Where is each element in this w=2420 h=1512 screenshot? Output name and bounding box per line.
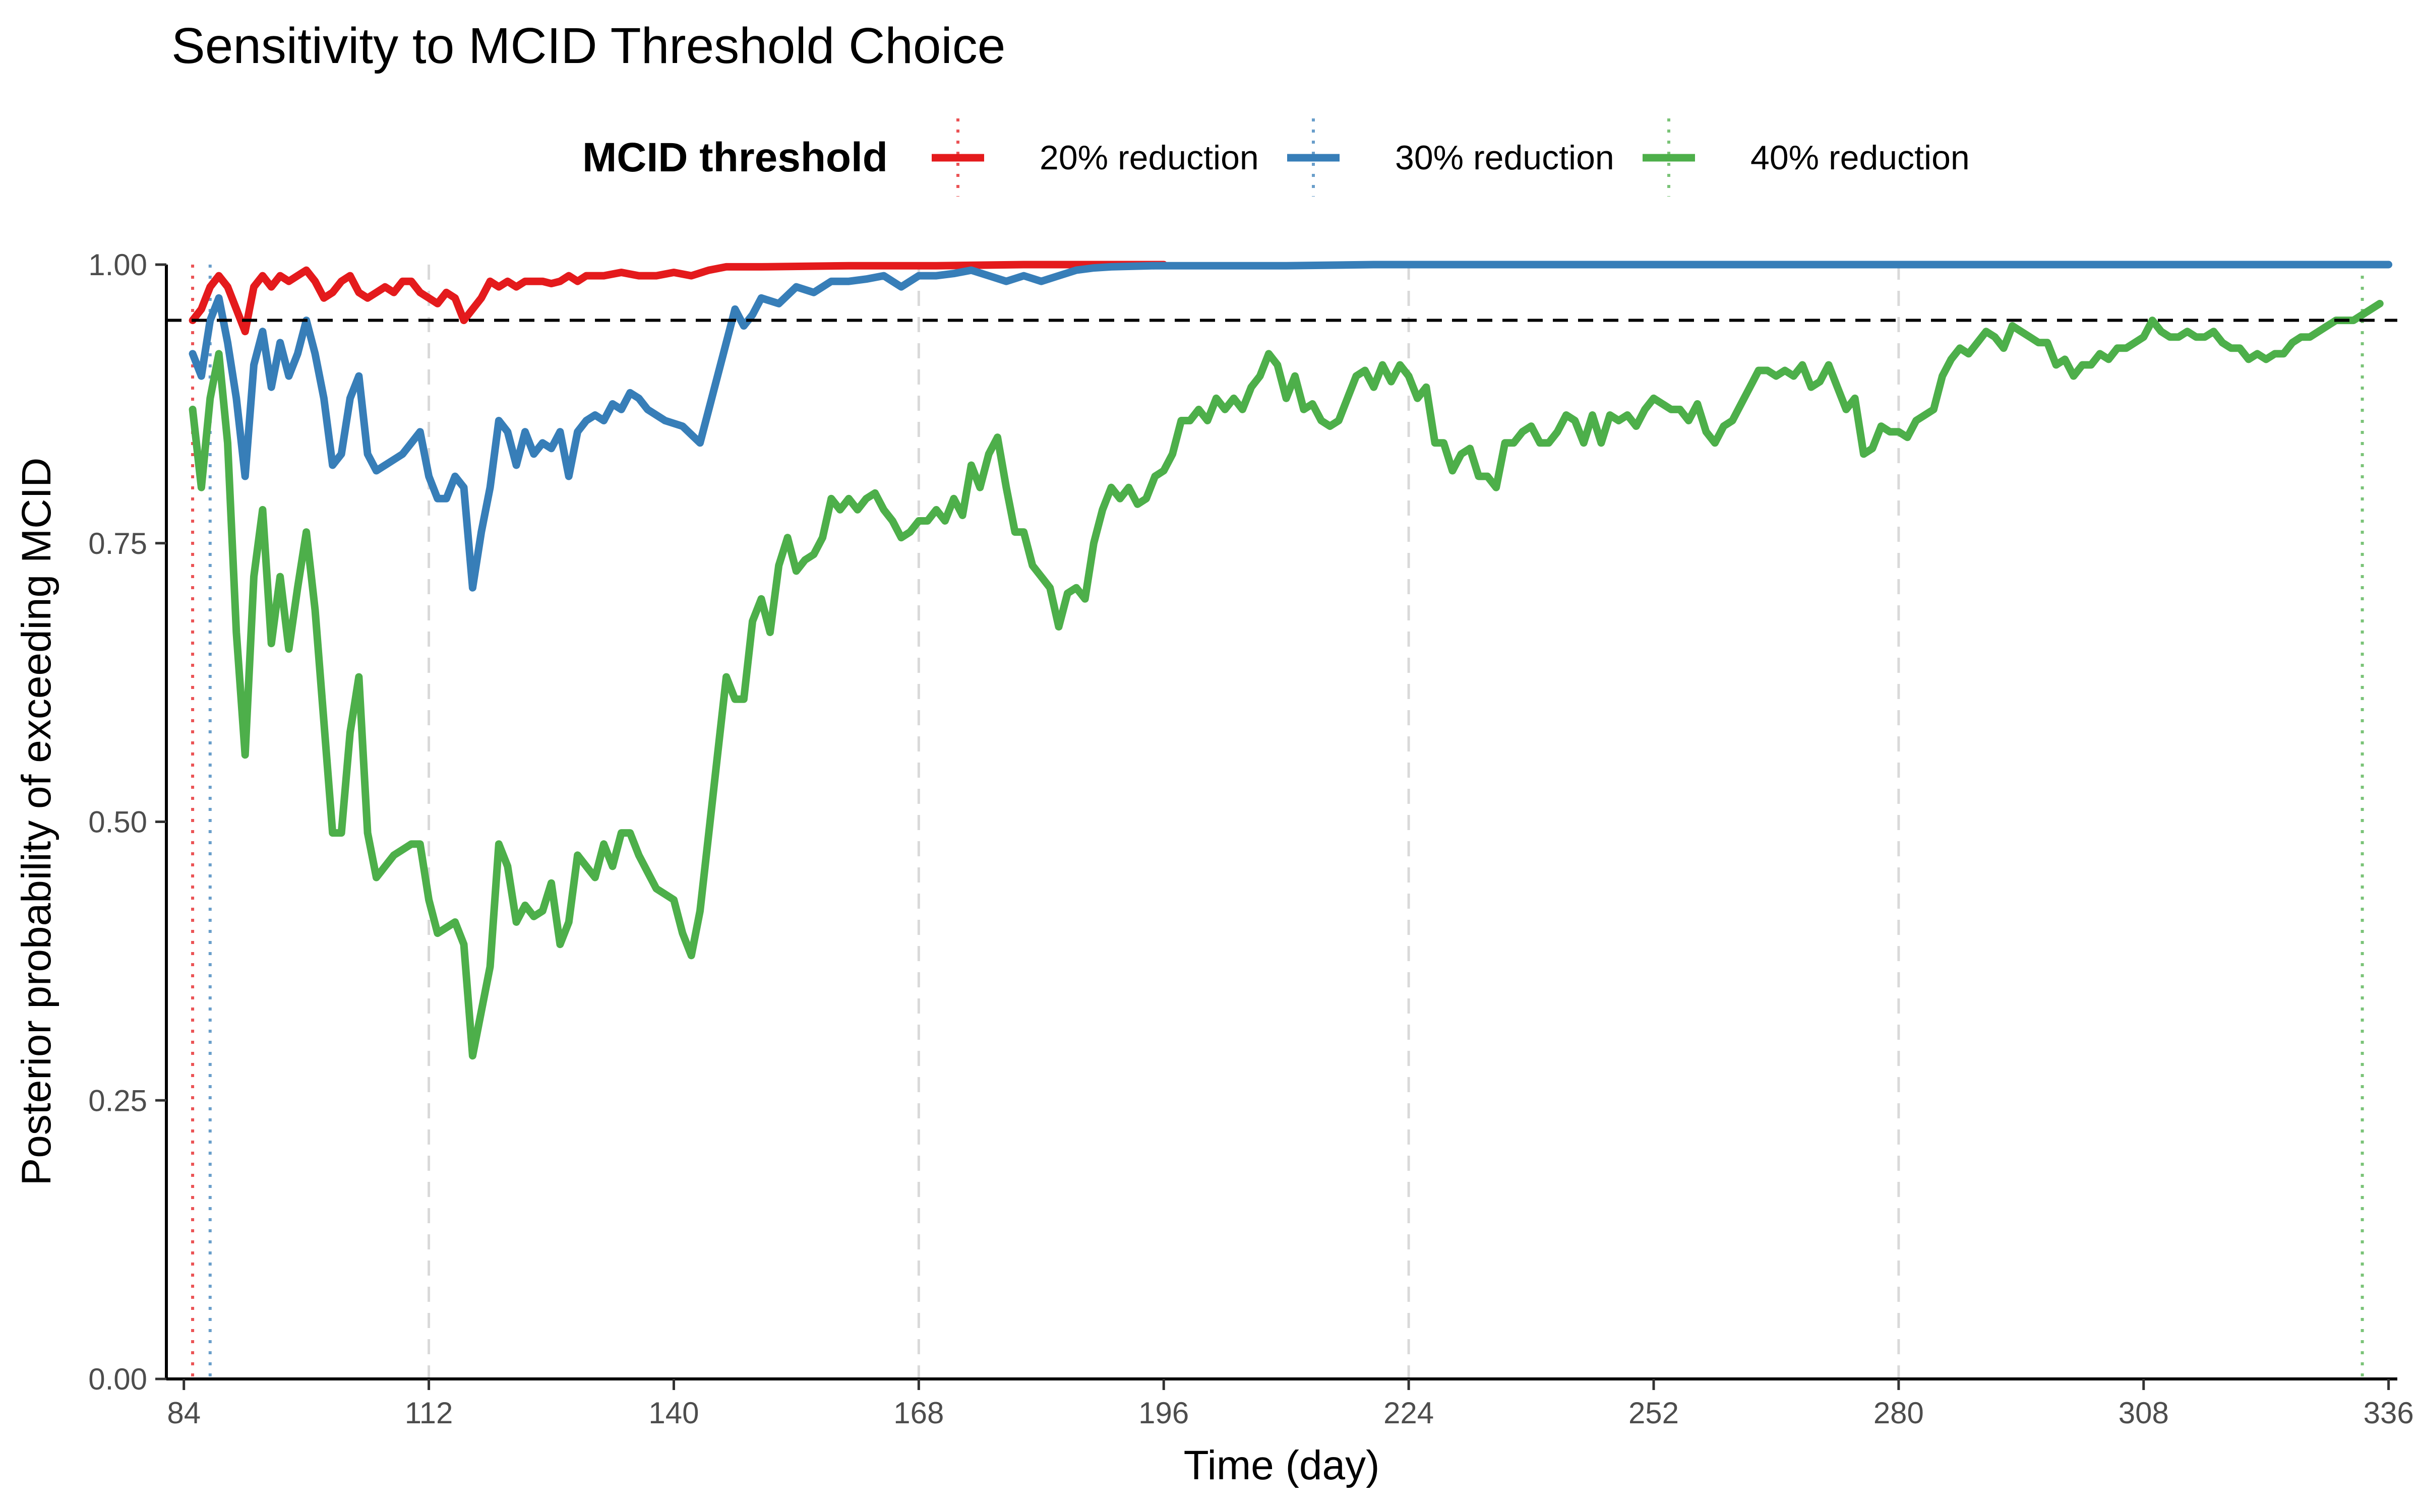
series-line-1 [189,261,1168,336]
series-line-2 [189,261,2393,592]
x-tick-label-336: 336 [2364,1396,2414,1430]
y-tick-label-0: 0.00 [88,1362,147,1396]
plot-area [166,261,2397,1379]
legend-label-2: 30% reduction [1395,139,1614,177]
y-tick-label-3: 0.75 [88,527,147,560]
x-tick-label-308: 308 [2119,1396,2169,1430]
x-tick-label-280: 280 [1873,1396,1924,1430]
x-tick-label-140: 140 [648,1396,699,1430]
x-tick-label-168: 168 [893,1396,944,1430]
y-ticks: 0.00 0.25 0.50 0.75 1.00 [88,248,166,1396]
legend: MCID threshold 20% reduction 30% reductio… [582,118,1970,197]
chart-title: Sensitivity to MCID Threshold Choice [171,18,1005,74]
x-tick-label-196: 196 [1138,1396,1189,1430]
y-tick-label-4: 1.00 [88,248,147,282]
y-tick-label-2: 0.50 [88,805,147,839]
x-ticks: 84 112 140 168 196 224 252 280 308 336 [167,1379,2414,1430]
x-tick-label-252: 252 [1628,1396,1679,1430]
x-tick-label-112: 112 [405,1396,453,1430]
series-line-3 [189,299,2384,1060]
x-axis-title: Time (day) [1184,1442,1380,1488]
x-tick-label-84: 84 [167,1396,201,1430]
y-axis-title: Posterior probability of exceeding MCID [14,458,59,1186]
y-tick-label-1: 0.25 [88,1084,147,1117]
legend-title: MCID threshold [582,135,888,180]
legend-label-1: 20% reduction [1040,139,1259,177]
legend-label-3: 40% reduction [1750,139,1970,177]
x-tick-label-224: 224 [1383,1396,1434,1430]
